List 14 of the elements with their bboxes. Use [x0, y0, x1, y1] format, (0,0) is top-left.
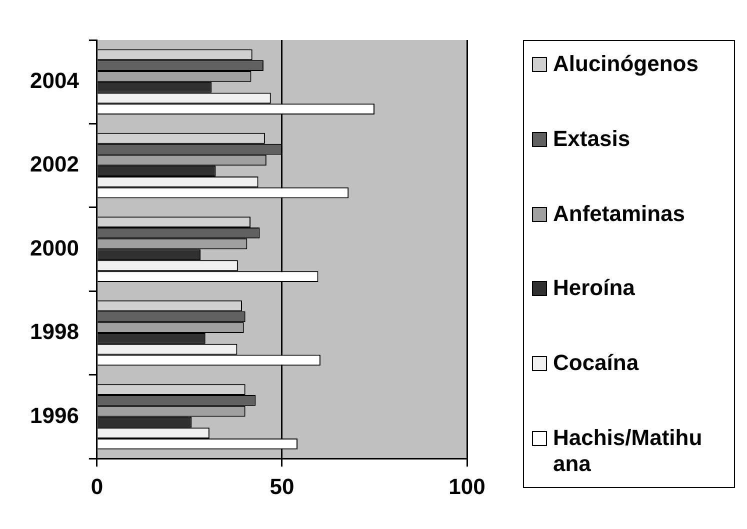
y-tick-label: 2000 [30, 235, 79, 260]
legend-label: Alucinógenos [553, 51, 700, 77]
legend-label: Cocaína [553, 350, 640, 376]
y-tick-label: 1998 [30, 319, 79, 344]
legend-label: Anfetaminas [553, 200, 686, 227]
y-tick-label: 2002 [30, 152, 79, 177]
y-tick-label: 2004 [30, 68, 80, 93]
legend-label: Heroína [553, 275, 636, 302]
legend-label: Extasis [553, 126, 632, 152]
y-tick-label: 1996 [30, 402, 79, 428]
x-tick-label: 100 [448, 474, 486, 499]
x-tick-label: 0 [90, 474, 104, 499]
legend-label: Hachis/Matihuana [553, 424, 704, 477]
x-tick-label: 50 [270, 474, 294, 499]
